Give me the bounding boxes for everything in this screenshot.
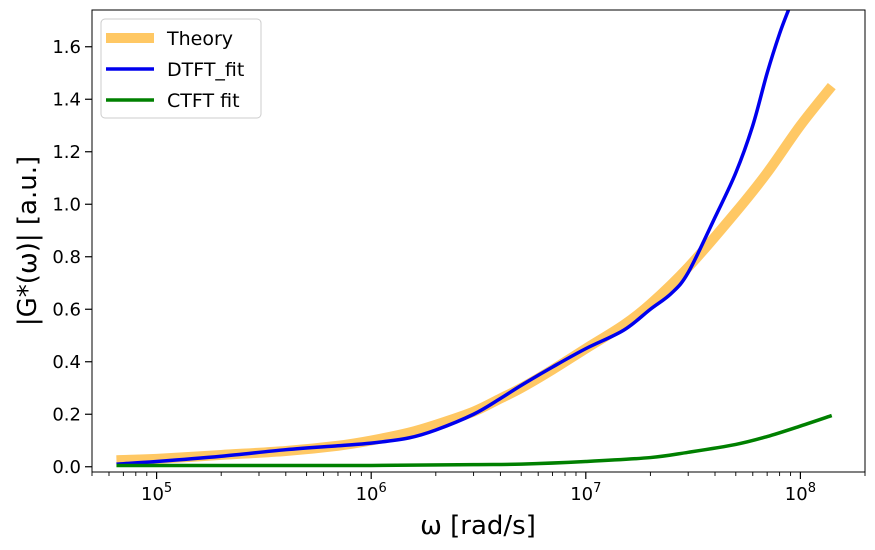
- y-tick-label: 0.6: [52, 299, 81, 320]
- legend-label: CTFT fit: [167, 90, 240, 112]
- x-tick-label: 105: [141, 481, 172, 505]
- legend-label: DTFT_fit: [167, 59, 244, 81]
- y-tick-label: 0.8: [52, 247, 81, 268]
- x-tick-label: 108: [785, 481, 816, 505]
- y-axis-label: |G*(ω)| [a.u.]: [13, 156, 43, 326]
- legend-label: Theory: [166, 28, 233, 50]
- y-tick-label: 0.4: [52, 352, 81, 373]
- x-tick-label: 106: [356, 481, 387, 505]
- y-tick-label: 1.0: [52, 194, 81, 215]
- legend: Theory DTFT_fit CTFT fit: [100, 18, 262, 119]
- y-tick-label: 1.6: [52, 37, 81, 58]
- legend-entries: Theory DTFT_fit CTFT fit: [106, 28, 244, 112]
- y-tick-label: 1.2: [52, 142, 81, 163]
- y-tick-label: 1.4: [52, 89, 81, 110]
- x-axis-label: ω [rad/s]: [420, 511, 536, 541]
- y-tick-label: 0.0: [52, 457, 81, 478]
- plot-frame: [91, 9, 866, 473]
- x-tick-label: 107: [570, 481, 601, 505]
- x-axis-ticks: 105 106 107 108: [91, 472, 866, 505]
- legend-box: [100, 18, 262, 119]
- series-line-dtft-fit: [116, 10, 791, 466]
- series-line-ctft-fit: [116, 413, 833, 468]
- y-axis-ticks: 0.0 0.2 0.4 0.6 0.8 1.0 1.2 1.4 1.6: [52, 37, 92, 478]
- y-tick-label: 0.2: [52, 404, 81, 425]
- series-layer: [116, 10, 836, 468]
